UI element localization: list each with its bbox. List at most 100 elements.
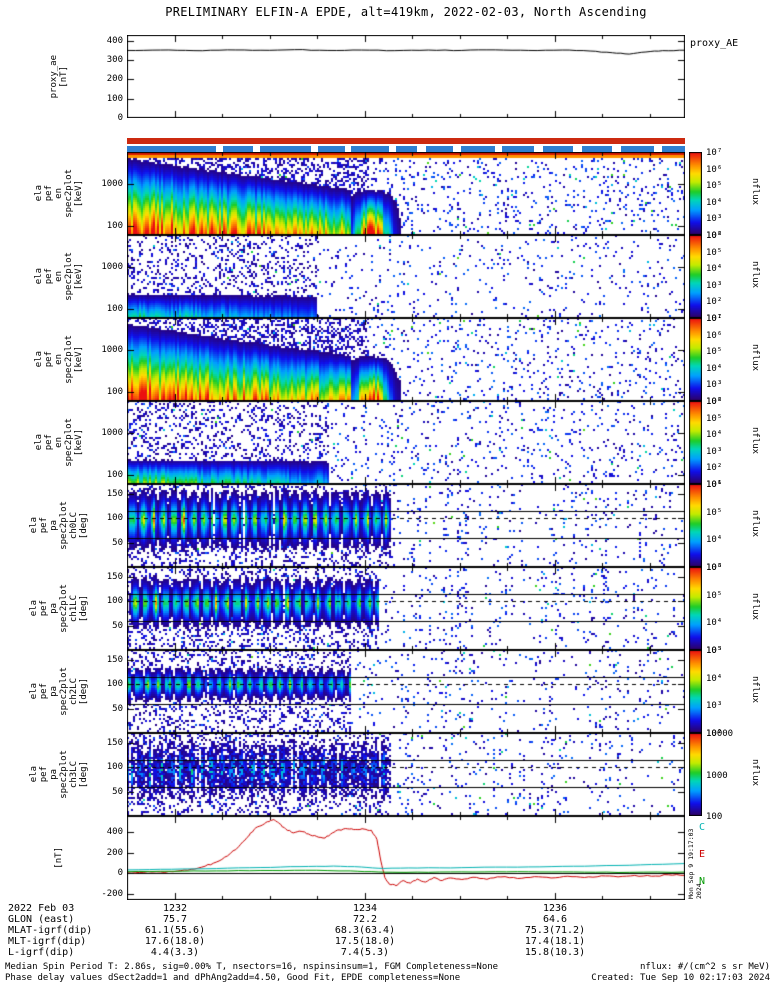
table-row-label-date: 2022 Feb 03: [8, 903, 75, 914]
bfield-ytick: -200: [101, 888, 123, 899]
colorbar-label-nflux: nflux: [750, 592, 760, 620]
bfield-ytick: 200: [106, 847, 123, 858]
colorbar-7: [689, 733, 702, 816]
colorbar-tick: 10³: [706, 280, 723, 291]
table-row-label-mlt: MLT-igrf(dip): [8, 936, 87, 947]
pa-spec-ch2-label-line: pef: [39, 683, 49, 700]
table-row-label-mlat: MLAT-igrf(dip): [8, 925, 93, 936]
status-bar-blue-segment: [460, 146, 496, 152]
en-spec-2-label-line: spec2plot: [64, 335, 74, 384]
pa-spec-ch1-ytick: 150: [106, 571, 123, 582]
en-spec-3-label-line: spec2plot: [64, 418, 74, 467]
pa-spec-ch3-ytick: 150: [106, 737, 123, 748]
colorbar-tick: 10⁶: [706, 164, 723, 175]
colorbar-tick: 10³: [706, 214, 723, 225]
table-cell: 72.2: [352, 914, 378, 925]
colorbar-label-nflux: nflux: [750, 758, 760, 786]
bfield-left-label-line: [nT]: [54, 847, 64, 869]
pa-spec-ch1-ytick: 100: [106, 596, 123, 607]
colorbar-tick: 10⁵: [706, 590, 723, 601]
colorbar-tick: 10²: [706, 729, 723, 739]
en-spec-0-canvas: [127, 152, 685, 235]
colorbar-tick: 10⁴: [706, 618, 723, 629]
colorbar-tick: 10⁵: [706, 413, 723, 424]
proxy-ytick: 0: [117, 113, 123, 123]
colorbar-5: [689, 567, 702, 650]
colorbar-tick: 10²: [706, 397, 723, 407]
pa-spec-ch1-label-line: pef: [39, 600, 49, 617]
en-spec-1-ytick: 1000: [101, 262, 123, 273]
pa-spec-ch1-label-line: pa: [49, 603, 59, 614]
proxy-ae-right-label: proxy_AE: [690, 38, 739, 49]
pa-spec-ch0-ytick: 150: [106, 488, 123, 499]
colorbar-tick: 10⁵: [706, 181, 723, 192]
colorbar-tick: 10⁴: [706, 363, 723, 374]
en-spec-1-label-line: spec2plot: [64, 252, 74, 301]
colorbar-tick: 10⁷: [706, 148, 723, 158]
status-bar-blue-segment: [542, 146, 574, 152]
status-bar-blue-segment: [222, 146, 253, 152]
en-spec-0-label-line: pef: [44, 185, 54, 202]
status-bar-blue-segment: [395, 146, 418, 152]
proxy-ytick: 300: [106, 55, 123, 66]
colorbar-4: [689, 484, 702, 567]
pa-spec-ch2-ytick: 150: [106, 654, 123, 665]
colorbar-label-nflux: nflux: [750, 509, 760, 537]
pa-spec-ch0-label-line: pa: [49, 520, 59, 531]
xaxis-tick-label: 1234: [352, 903, 378, 914]
proxy-left-label-line: [nT]: [59, 65, 69, 88]
colorbar-label-nflux: nflux: [750, 343, 760, 371]
en-spec-3-label-line: en: [54, 437, 64, 448]
proxy-ae-canvas: [127, 35, 685, 118]
status-bar-blue-segment: [351, 146, 390, 152]
pa-spec-ch3-label-line: pa: [49, 769, 59, 780]
pa-spec-ch0-label-line: pef: [39, 517, 49, 534]
bfield-canvas: [127, 816, 685, 900]
status-bar-blue-segment: [581, 146, 613, 152]
pa-spec-ch3-ytick: 100: [106, 762, 123, 773]
proxy-ytick: 200: [106, 74, 123, 85]
en-spec-2-canvas: [127, 318, 685, 401]
en-spec-0-label-line: en: [54, 188, 64, 199]
colorbar-label-nflux: nflux: [750, 260, 760, 288]
en-spec-1-label-line: pef: [44, 268, 54, 285]
status-bar-blue-segment: [259, 146, 312, 152]
colorbar-tick: 10⁴: [706, 264, 723, 275]
colorbar-label-nflux: nflux: [750, 177, 760, 205]
table-cell: 64.6: [542, 914, 568, 925]
proxy-ytick: 400: [106, 35, 123, 46]
table-cell: 68.3(63.4): [334, 925, 396, 936]
pa-spec-ch0-ytick: 50: [112, 537, 123, 548]
table-cell: 7.4(5.3): [340, 947, 390, 958]
en-spec-1-ytick: 100: [106, 303, 123, 314]
table-cell: 17.5(18.0): [334, 936, 396, 947]
en-spec-2-ytick: 1000: [101, 345, 123, 356]
colorbar-tick: 1000: [706, 770, 728, 781]
proxy-ytick: 100: [106, 93, 123, 104]
colorbar-tick: 10⁵: [706, 347, 723, 358]
pa-spec-ch0-canvas: [127, 484, 685, 567]
colorbar-0: [689, 152, 702, 235]
colorbar-tick: 10³: [706, 446, 723, 457]
en-spec-1-label-line: en: [54, 271, 64, 282]
xaxis-tick-label: 1236: [542, 903, 568, 914]
status-bar-blue-segment: [620, 146, 655, 152]
en-spec-3-canvas: [127, 401, 685, 484]
pa-spec-ch3-canvas: [127, 733, 685, 816]
status-bar-red-segment: [127, 138, 685, 144]
colorbar-1: [689, 235, 702, 318]
pa-spec-ch3-label-line: ela: [29, 766, 39, 783]
en-spec-3-ytick: 100: [106, 469, 123, 480]
table-row-label-glon: GLON (east): [8, 914, 75, 925]
status-bar-blue-segment: [501, 146, 535, 152]
series-key-N: N: [699, 876, 706, 887]
colorbar-tick: 10³: [706, 563, 723, 573]
plot-title: PRELIMINARY ELFIN-A EPDE, alt=419km, 202…: [165, 5, 647, 19]
en-spec-2-label-line: en: [54, 354, 64, 365]
pa-spec-ch0-ytick: 100: [106, 513, 123, 524]
colorbar-tick: 100: [706, 812, 723, 822]
colorbar-tick: 10⁴: [706, 430, 723, 441]
colorbar-tick: 10¹: [706, 314, 723, 324]
colorbar-tick: 10¹: [706, 480, 723, 490]
pa-spec-ch3-ytick: 50: [112, 786, 123, 797]
